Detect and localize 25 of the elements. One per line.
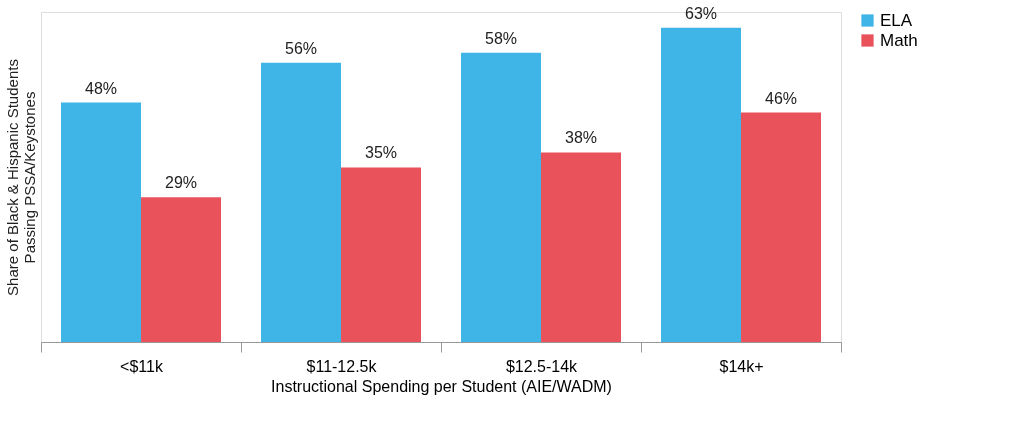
x-axis-title: Instructional Spending per Student (AIE/WADM) (271, 377, 612, 395)
text: Share of Black & Hispanic Students (3, 59, 21, 296)
x-tick-label: $14k+ (719, 357, 764, 375)
data-label: 46% (764, 89, 798, 107)
legend-label: Math (880, 30, 918, 50)
x-tick-label: $12.5-14k (505, 357, 579, 375)
data-label: 63% (684, 4, 718, 22)
bar (741, 112, 821, 342)
bar (261, 62, 341, 342)
data-label: 35% (364, 144, 398, 162)
bar (661, 27, 741, 342)
x-tick-label: <$11k (120, 357, 164, 375)
legend-label: ELA (880, 10, 913, 30)
data-label: 29% (164, 174, 198, 192)
bar (61, 102, 141, 342)
data-label: 56% (284, 39, 318, 57)
data-label: 48% (84, 79, 118, 97)
text: Passing PSSA/Keystones (20, 91, 38, 264)
data-label: 38% (564, 129, 598, 147)
bar (341, 167, 421, 342)
x-tick-label: $11-12.5k (306, 357, 378, 375)
bar (461, 52, 541, 342)
bar (141, 197, 221, 342)
bar (541, 152, 621, 342)
data-label: 58% (484, 29, 518, 47)
